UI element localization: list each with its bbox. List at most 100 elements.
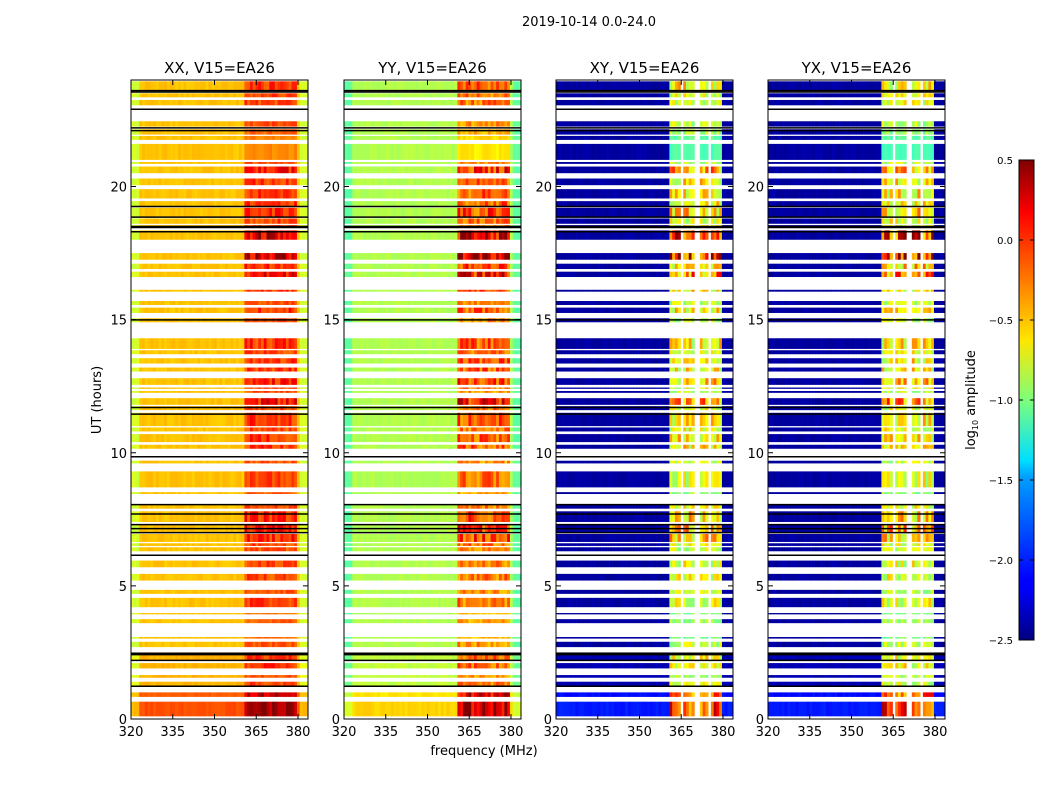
heatmap-cell	[142, 358, 145, 363]
heatmap-cell	[394, 642, 397, 647]
heatmap-cell	[294, 368, 297, 372]
heatmap-cell	[300, 358, 303, 363]
heatmap-cell	[275, 100, 278, 105]
heatmap-cell	[388, 682, 391, 686]
heatmap-cell	[300, 388, 303, 389]
heatmap-cell	[278, 81, 281, 90]
heatmap-cell	[444, 692, 447, 697]
heatmap-cell	[236, 218, 239, 223]
heatmap-cell	[463, 543, 466, 546]
heatmap-cell	[170, 253, 173, 260]
heatmap-cell	[220, 427, 223, 431]
heatmap-cell	[145, 398, 148, 405]
heatmap-cell	[427, 663, 430, 668]
heatmap-cell	[184, 100, 187, 105]
heatmap-cell	[253, 388, 256, 389]
heatmap-cell	[350, 702, 353, 717]
heatmap-cell	[217, 350, 220, 354]
heatmap-cell	[225, 663, 228, 668]
heatmap-cell	[175, 574, 178, 581]
heatmap-cell	[247, 619, 250, 623]
heatmap-cell	[225, 590, 228, 594]
heatmap-cell	[452, 561, 455, 568]
heatmap-cell	[300, 543, 303, 546]
heatmap-cell	[150, 590, 153, 594]
heatmap-cell	[433, 561, 436, 568]
heatmap-cell	[150, 388, 153, 389]
heatmap-cell	[175, 121, 178, 126]
heatmap-cell	[435, 619, 438, 623]
heatmap-cell	[148, 675, 151, 678]
heatmap-cell	[242, 702, 245, 717]
heatmap-cell	[189, 434, 192, 442]
heatmap-cell	[297, 692, 300, 697]
heatmap-cell	[419, 642, 422, 647]
heatmap-cell	[264, 136, 267, 140]
heatmap-cell	[159, 218, 162, 223]
heatmap-cell	[355, 543, 358, 546]
heatmap-cell	[289, 398, 292, 405]
heatmap-cell	[192, 100, 195, 105]
heatmap-cell	[264, 702, 267, 717]
heatmap-cell	[244, 511, 247, 522]
heatmap-cell	[139, 272, 142, 277]
heatmap-cell	[233, 358, 236, 363]
heatmap-cell	[150, 167, 153, 174]
heatmap-cell	[150, 272, 153, 277]
heatmap-cell	[430, 598, 433, 607]
heatmap-cell	[139, 253, 142, 260]
heatmap-cell	[300, 121, 303, 126]
heatmap-cell	[253, 598, 256, 607]
heatmap-cell	[222, 543, 225, 546]
heatmap-cell	[297, 534, 300, 542]
heatmap-cell	[369, 702, 372, 717]
heatmap-cell	[208, 121, 211, 126]
heatmap-cell	[488, 675, 491, 678]
heatmap-cell	[164, 598, 167, 607]
heatmap-cell	[264, 663, 267, 668]
heatmap-cell	[366, 619, 369, 623]
heatmap-cell	[164, 471, 167, 487]
heatmap-cell	[286, 561, 289, 568]
heatmap-cell	[156, 561, 159, 568]
heatmap-cell	[134, 189, 137, 198]
heatmap-cell	[280, 534, 283, 542]
heatmap-cell	[170, 167, 173, 174]
heatmap-cell	[175, 471, 178, 487]
heatmap-cell	[208, 208, 211, 217]
heatmap-cell	[264, 619, 267, 623]
heatmap-cell	[283, 692, 286, 697]
heatmap-cell	[222, 388, 225, 389]
heatmap-cell	[192, 613, 195, 614]
heatmap-cell	[225, 637, 228, 639]
heatmap-cell	[261, 208, 264, 217]
heatmap-cell	[267, 167, 270, 174]
heatmap-cell	[214, 619, 217, 623]
heatmap-cell	[302, 338, 305, 349]
heatmap-cell	[172, 368, 175, 372]
heatmap-cell	[275, 301, 278, 305]
heatmap-cell	[178, 121, 181, 126]
heatmap-cell	[200, 561, 203, 568]
heatmap-cell	[294, 534, 297, 542]
heatmap-cell	[220, 613, 223, 614]
heatmap-cell	[242, 350, 245, 354]
heatmap-cell	[302, 208, 305, 217]
heatmap-cell	[231, 368, 234, 372]
heatmap-cell	[236, 179, 239, 186]
heatmap-cell	[142, 144, 145, 160]
heatmap-cell	[228, 692, 231, 697]
heatmap-cell	[463, 561, 466, 568]
heatmap-cell	[250, 471, 253, 487]
heatmap-cell	[460, 598, 463, 607]
heatmap-cell	[217, 208, 220, 217]
heatmap-cell	[272, 167, 275, 174]
heatmap-cell	[228, 272, 231, 277]
heatmap-cell	[222, 264, 225, 269]
heatmap-cell	[242, 272, 245, 277]
heatmap-cell	[236, 391, 239, 393]
heatmap-cell	[377, 663, 380, 668]
heatmap-cell	[161, 675, 164, 678]
heatmap-cell	[214, 692, 217, 697]
